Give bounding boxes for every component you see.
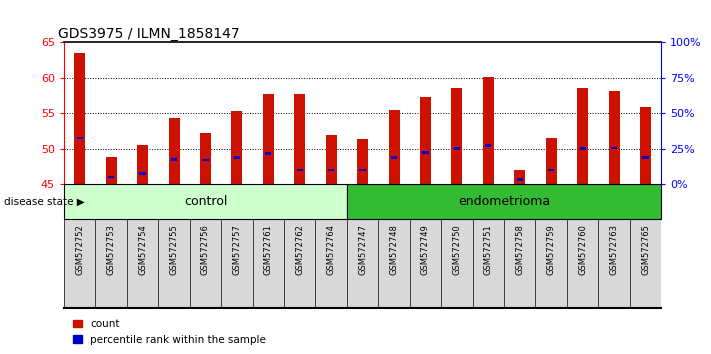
Bar — [108, 176, 114, 178]
Bar — [326, 135, 337, 184]
Bar — [296, 169, 303, 171]
Bar — [420, 97, 431, 184]
Bar — [577, 88, 588, 184]
Bar — [422, 151, 429, 154]
Text: control: control — [183, 195, 227, 208]
Bar — [234, 156, 240, 159]
Bar — [171, 158, 177, 161]
Bar — [106, 157, 117, 184]
Bar — [579, 147, 586, 150]
Bar — [609, 91, 619, 184]
Bar — [357, 139, 368, 184]
Text: GDS3975 / ILMN_1858147: GDS3975 / ILMN_1858147 — [58, 28, 240, 41]
Bar — [263, 94, 274, 184]
Bar — [546, 138, 557, 184]
Legend: count, percentile rank within the sample: count, percentile rank within the sample — [69, 315, 270, 349]
Bar — [514, 170, 525, 184]
Text: GSM572753: GSM572753 — [107, 224, 116, 275]
Bar — [611, 147, 617, 149]
Bar — [294, 94, 305, 184]
Bar — [451, 88, 462, 184]
Bar — [388, 110, 400, 184]
Bar — [231, 111, 242, 184]
Bar — [548, 169, 555, 171]
Text: GSM572760: GSM572760 — [578, 224, 587, 275]
Text: GSM572764: GSM572764 — [326, 224, 336, 275]
Text: GSM572759: GSM572759 — [547, 224, 556, 275]
Text: GSM572747: GSM572747 — [358, 224, 367, 275]
Bar — [64, 184, 347, 219]
Bar — [265, 152, 272, 155]
Text: GSM572755: GSM572755 — [169, 224, 178, 275]
Bar — [485, 144, 491, 147]
Text: GSM572765: GSM572765 — [641, 224, 650, 275]
Bar — [391, 156, 397, 159]
Bar — [74, 53, 85, 184]
Bar — [137, 145, 148, 184]
Bar — [139, 172, 146, 175]
Bar — [483, 77, 494, 184]
Bar — [642, 156, 648, 159]
Bar — [200, 133, 211, 184]
Text: endometrioma: endometrioma — [458, 195, 550, 208]
Text: GSM572761: GSM572761 — [264, 224, 273, 275]
Bar — [77, 137, 83, 139]
Text: GSM572756: GSM572756 — [201, 224, 210, 275]
Bar — [640, 107, 651, 184]
Text: GSM572757: GSM572757 — [232, 224, 241, 275]
Text: GSM572748: GSM572748 — [390, 224, 399, 275]
Text: GSM572749: GSM572749 — [421, 224, 430, 275]
Text: GSM572762: GSM572762 — [295, 224, 304, 275]
Bar — [347, 184, 661, 219]
Bar — [203, 159, 208, 161]
Bar — [454, 147, 460, 150]
Text: GSM572751: GSM572751 — [484, 224, 493, 275]
Text: GSM572763: GSM572763 — [609, 224, 619, 275]
Bar — [169, 118, 179, 184]
Bar — [517, 178, 523, 181]
Text: GSM572758: GSM572758 — [515, 224, 524, 275]
Bar — [360, 169, 365, 171]
Bar — [328, 169, 334, 171]
Text: GSM572752: GSM572752 — [75, 224, 84, 275]
Text: GSM572754: GSM572754 — [138, 224, 147, 275]
Text: disease state ▶: disease state ▶ — [4, 197, 85, 207]
Text: GSM572750: GSM572750 — [452, 224, 461, 275]
